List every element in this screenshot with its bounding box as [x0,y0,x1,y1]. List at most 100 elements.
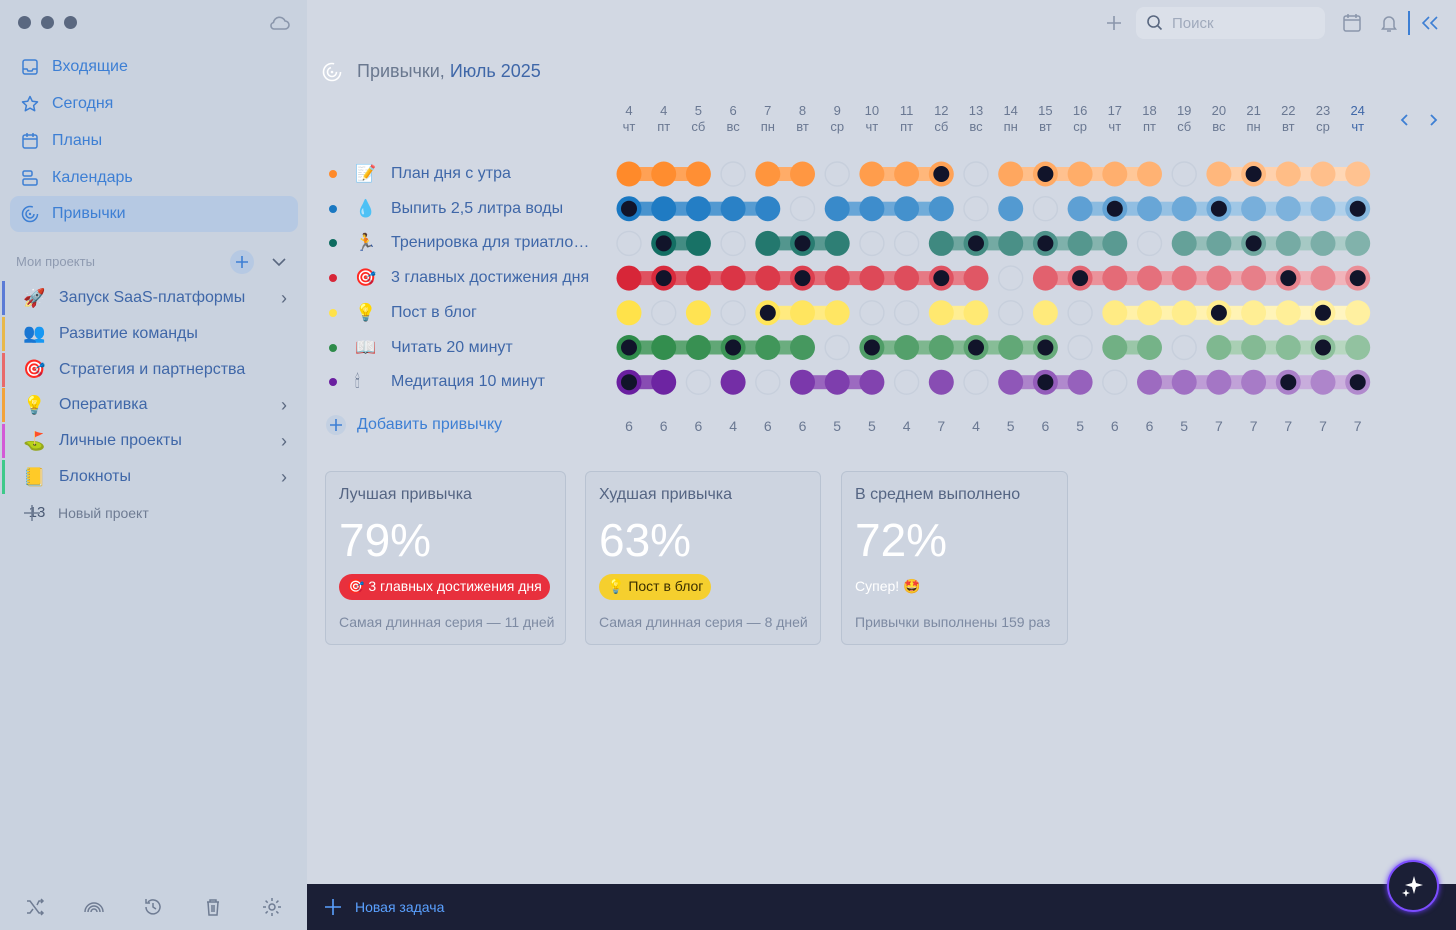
habit-day-cell[interactable] [1171,161,1197,187]
habit-row[interactable]: 🕯 Медитация 10 минут [329,365,545,399]
habit-day-cell[interactable] [685,196,711,222]
habit-day-cell[interactable] [1345,300,1371,326]
sidebar-item-habits[interactable]: Привычки [10,196,298,232]
habit-day-cell[interactable] [894,161,920,187]
habit-day-cell[interactable] [1136,230,1163,257]
habit-day-cell[interactable] [1067,334,1093,361]
sidebar-item-today[interactable]: Сегодня 13 [10,86,298,521]
habit-day-cell[interactable] [1067,369,1093,395]
trash-icon[interactable] [202,896,224,918]
habit-day-cell[interactable] [1102,161,1128,187]
habit-day-cell[interactable] [789,195,816,222]
window-maximize-dot[interactable] [64,16,77,29]
chevron-right-icon[interactable]: › [281,394,287,415]
habit-day-cell[interactable] [1171,300,1197,326]
habit-day-cell[interactable] [998,300,1024,326]
habit-day-cell[interactable] [1171,369,1197,395]
worst-habit-badge[interactable]: 💡 Пост в блог [599,574,712,600]
habit-day-cell[interactable] [755,265,781,291]
habit-day-cell[interactable] [928,300,954,326]
add-task-plus-icon[interactable] [1104,13,1124,33]
habit-day-cell[interactable] [1102,265,1128,291]
project-item[interactable]: 🎯 Стратегия и партнерства [2,352,297,387]
habit-day-cell[interactable] [651,335,677,360]
habit-day-cell[interactable] [1345,161,1371,187]
history-icon[interactable] [142,896,164,918]
gear-icon[interactable] [261,896,283,918]
habit-day-cell[interactable] [790,161,815,187]
habit-day-cell[interactable] [1171,230,1197,256]
habit-day-cell[interactable] [1137,369,1162,395]
habit-day-cell[interactable] [1275,300,1301,326]
habit-day-cell[interactable] [859,161,885,187]
habit-day-cell[interactable] [790,335,815,360]
habit-day-cell[interactable] [1310,265,1336,291]
habit-row[interactable]: 🏃 Тренировка для триатлона [329,226,591,260]
habit-row[interactable]: 🎯 3 главных достижения дня [329,261,589,295]
habit-day-cell[interactable] [1206,335,1232,360]
habit-day-cell[interactable] [928,335,954,360]
chevron-right-icon[interactable]: › [281,466,287,487]
shuffle-icon[interactable] [24,896,46,918]
habit-day-cell[interactable] [1032,195,1059,222]
habit-day-cell[interactable] [755,196,781,222]
cloud-icon[interactable] [268,14,290,32]
habit-day-cell[interactable] [1345,230,1371,256]
habit-day-cell[interactable] [1241,300,1267,326]
habit-day-cell[interactable] [824,161,850,187]
habit-day-cell[interactable] [685,335,711,360]
collapse-panel-icon[interactable] [1420,14,1440,32]
habit-day-cell[interactable] [1067,196,1093,222]
sidebar-item-plans[interactable]: Планы [10,123,298,159]
habit-day-cell[interactable] [1345,335,1371,360]
bell-icon[interactable] [1379,13,1399,33]
habit-day-cell[interactable] [685,265,711,291]
habit-day-cell[interactable] [1206,265,1232,291]
habit-row[interactable]: 📖 Читать 20 минут [329,331,513,365]
habit-day-cell[interactable] [928,196,954,222]
habit-day-cell[interactable] [720,196,746,222]
habit-day-cell[interactable] [616,300,642,326]
habit-day-cell[interactable] [824,196,850,222]
habit-day-cell[interactable] [1206,161,1232,187]
habit-day-cell[interactable] [755,369,781,395]
habit-day-cell[interactable] [1102,369,1128,395]
habit-day-cell[interactable] [1102,230,1128,256]
habit-day-cell[interactable] [1032,300,1058,326]
chevron-right-icon[interactable]: › [281,430,287,451]
habit-day-cell[interactable] [928,230,954,256]
habit-day-cell[interactable] [1067,230,1093,256]
habit-day-cell[interactable] [1067,161,1093,187]
search-input[interactable] [1172,14,1312,32]
habit-day-cell[interactable] [1275,335,1301,360]
best-habit-badge[interactable]: 🎯 3 главных достижения дня [339,574,550,600]
habit-day-cell[interactable] [720,265,746,291]
project-item[interactable]: 💡 Оперативка › [2,388,297,423]
new-project-button[interactable]: Новый проект [22,503,149,523]
habit-day-cell[interactable] [1102,300,1128,326]
habit-day-cell[interactable] [1275,161,1301,187]
project-item[interactable]: ⛳ Личные проекты › [2,424,297,459]
habit-day-cell[interactable] [998,230,1024,256]
prev-period-chevron-icon[interactable] [1397,112,1413,128]
habit-day-cell[interactable] [1102,335,1128,360]
habit-day-cell[interactable] [824,265,850,291]
chevron-right-icon[interactable]: › [281,287,287,308]
habit-day-cell[interactable] [998,335,1024,360]
habit-day-cell[interactable] [651,369,677,395]
add-habit-button[interactable]: Добавить привычку [325,414,502,436]
habit-day-cell[interactable] [894,335,920,360]
habit-day-cell[interactable] [963,300,989,326]
sidebar-item-inbox[interactable]: Входящие 0 [10,49,298,484]
add-project-button[interactable] [229,249,255,275]
habit-day-cell[interactable] [720,300,746,326]
habit-day-cell[interactable] [998,265,1024,291]
habit-day-cell[interactable] [1241,265,1267,291]
project-item[interactable]: 👥 Развитие команды [2,316,297,351]
window-close-dot[interactable] [18,16,31,29]
habit-day-cell[interactable] [893,369,920,395]
habit-day-cell[interactable] [685,369,712,395]
habit-day-cell[interactable] [1171,265,1197,291]
project-item[interactable]: 🚀 Запуск SaaS-платформы › [2,281,297,315]
habit-row[interactable]: 💡 Пост в блог [329,296,477,330]
